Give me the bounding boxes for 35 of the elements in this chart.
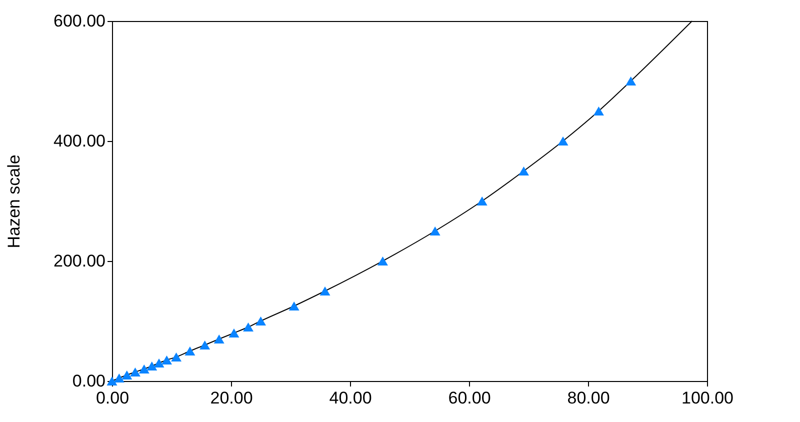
- point: [518, 166, 529, 176]
- point: [476, 196, 488, 206]
- x-tick-label: 20.00: [210, 388, 253, 408]
- point: [138, 364, 150, 374]
- point: [146, 361, 158, 371]
- x-tick-label: 40.00: [329, 388, 372, 408]
- point: [106, 376, 118, 386]
- point: [161, 355, 172, 365]
- point: [377, 256, 388, 266]
- point: [184, 346, 196, 356]
- point: [228, 328, 240, 338]
- y-tick-label: 400.00: [54, 132, 106, 150]
- point: [256, 316, 266, 326]
- point: [320, 286, 330, 296]
- y-tick-label: 600.00: [54, 12, 106, 30]
- point: [430, 226, 440, 236]
- point: [593, 106, 604, 116]
- y-axis-title: Hazen scale: [4, 154, 24, 248]
- x-tick-label: 0.00: [96, 388, 130, 408]
- x-tick-label: 60.00: [448, 388, 491, 408]
- point: [214, 334, 224, 344]
- y-tick-label: 200.00: [54, 252, 106, 270]
- point: [243, 322, 254, 332]
- point: [288, 301, 300, 311]
- x-tick-label: 100.00: [682, 388, 734, 408]
- point: [154, 358, 164, 368]
- point: [130, 367, 140, 377]
- x-tick-label: 80.00: [567, 388, 610, 408]
- point: [171, 352, 182, 362]
- point: [114, 373, 124, 383]
- point: [626, 76, 636, 86]
- y-tick-label: 0.00: [72, 372, 106, 390]
- point: [558, 136, 568, 146]
- point: [200, 340, 210, 350]
- point: [122, 370, 132, 380]
